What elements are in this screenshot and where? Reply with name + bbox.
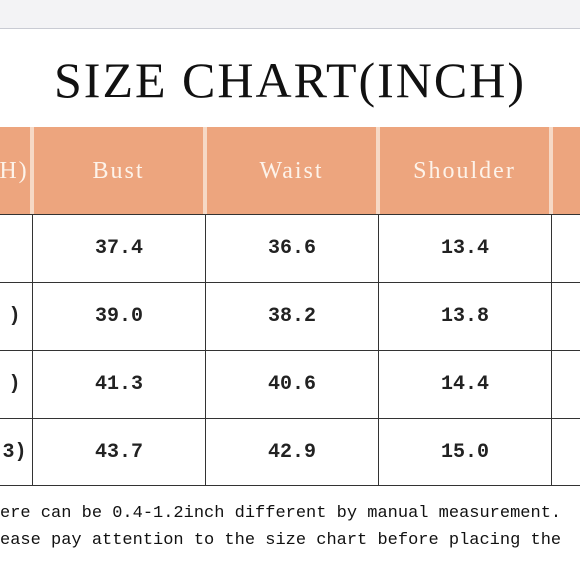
table-cell: 13.8 (378, 282, 552, 351)
note: ere can be 0.4-1.2inch different by manu… (0, 504, 562, 523)
table-cell: 38.2 (205, 282, 379, 351)
table-cell: 13.4 (378, 214, 552, 283)
table-cell: ) (0, 350, 33, 419)
table-cell: 15.0 (378, 418, 552, 486)
table-cell (551, 214, 580, 283)
table-cell: 42.9 (205, 418, 379, 486)
table-cell (551, 418, 580, 486)
table-cell: 40.6 (205, 350, 379, 419)
header-cell: Waist (205, 127, 378, 215)
header-cell: Shoulder (378, 127, 551, 215)
table-cell: 3) (0, 418, 33, 486)
header-cell: Bust (32, 127, 205, 215)
table-cell: 41.3 (32, 350, 206, 419)
table-cell (551, 350, 580, 419)
note: ease pay attention to the size chart bef… (0, 531, 562, 550)
table-cell: 43.7 (32, 418, 206, 486)
table-cell: 37.4 (32, 214, 206, 283)
table-cell (0, 214, 33, 283)
title: SIZE CHART(INCH) (53, 52, 526, 108)
table-cell: 39.0 (32, 282, 206, 351)
table-cell: 36.6 (205, 214, 379, 283)
table-cell (551, 282, 580, 351)
table-cell: ) (0, 282, 33, 351)
header-cell: H) (0, 127, 32, 215)
header-cell (551, 127, 580, 215)
top-band (0, 0, 580, 29)
table-cell: 14.4 (378, 350, 552, 419)
